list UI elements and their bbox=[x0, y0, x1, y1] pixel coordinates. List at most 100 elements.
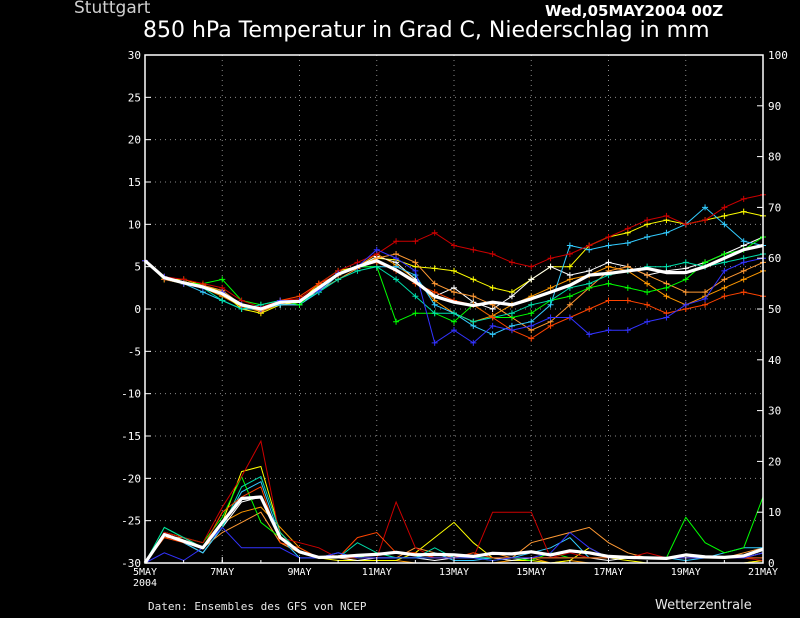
temperature-point bbox=[431, 339, 438, 346]
temperature-point bbox=[605, 280, 612, 287]
temperature-point bbox=[644, 318, 651, 325]
brand-label: Wetterzentrale bbox=[655, 598, 752, 613]
temperature-point bbox=[412, 293, 419, 300]
temperature-point bbox=[586, 267, 593, 274]
temperature-point bbox=[721, 276, 728, 283]
temperature-point bbox=[586, 331, 593, 338]
temperature-point bbox=[508, 259, 515, 266]
temperature-point bbox=[663, 229, 670, 236]
temperature-point bbox=[451, 267, 457, 274]
temperature-point bbox=[586, 306, 593, 312]
temperature-point bbox=[663, 314, 670, 321]
temperature-point bbox=[566, 314, 573, 321]
left-tick-label: 10 bbox=[128, 218, 141, 231]
temperature-point bbox=[451, 242, 457, 249]
temperature-point bbox=[624, 284, 631, 291]
temperature-point bbox=[315, 280, 322, 287]
temperature-point bbox=[740, 289, 747, 296]
right-tick-label: 0 bbox=[768, 557, 775, 570]
temperature-point bbox=[412, 238, 419, 245]
temperature-point bbox=[702, 204, 709, 211]
temperature-point bbox=[451, 327, 457, 334]
bottom-axis: 5MAY2004 7MAY 9MAY 11MAY 13MAY 15MAY 17MAY 19MA… bbox=[133, 557, 778, 589]
right-tick-label: 60 bbox=[768, 252, 781, 265]
bottom-tick-label: 15MAY bbox=[516, 567, 546, 578]
temperature-point bbox=[373, 246, 380, 253]
temperature-point bbox=[219, 276, 226, 283]
temperature-point bbox=[470, 318, 477, 325]
temperature-point bbox=[721, 250, 728, 257]
temperature-point bbox=[721, 267, 728, 274]
temperature-point bbox=[682, 265, 689, 272]
temperature-point bbox=[644, 217, 651, 224]
temperature-point bbox=[682, 276, 689, 283]
bottom-tick-label-year: 2004 bbox=[133, 578, 157, 589]
temperature-point bbox=[528, 301, 535, 308]
temperature-point bbox=[721, 221, 728, 228]
temperature-point bbox=[508, 310, 515, 317]
temperature-point bbox=[644, 234, 651, 241]
bottom-tick-label: 21MAY bbox=[748, 567, 778, 578]
temperature-point bbox=[508, 293, 515, 300]
temperature-point bbox=[489, 331, 496, 338]
temperature-point bbox=[547, 284, 554, 291]
left-tick-label: -5 bbox=[128, 345, 141, 358]
temperature-point bbox=[566, 242, 573, 249]
temperature-point bbox=[393, 255, 400, 262]
temperature-point bbox=[721, 293, 728, 300]
temperature-point bbox=[489, 284, 496, 291]
right-tick-label: 10 bbox=[768, 506, 781, 519]
temperature-point bbox=[489, 322, 496, 329]
temperature-point bbox=[663, 284, 670, 291]
temperature-point bbox=[431, 289, 438, 296]
temperature-point bbox=[702, 217, 709, 224]
temperature-point bbox=[528, 322, 535, 329]
temperature-point bbox=[547, 322, 554, 329]
left-tick-label: 30 bbox=[128, 49, 141, 62]
temperature-point bbox=[586, 242, 593, 249]
precipitation-series-group bbox=[143, 439, 764, 564]
left-tick-label: -20 bbox=[121, 472, 141, 485]
right-tick-label: 100 bbox=[768, 49, 788, 62]
temperature-point bbox=[605, 234, 612, 241]
temperature-point bbox=[566, 263, 573, 270]
temperature-point bbox=[393, 276, 400, 283]
temperature-point bbox=[740, 208, 747, 215]
temperature-point bbox=[566, 301, 573, 308]
bottom-tick-label: 11MAY bbox=[362, 567, 392, 578]
temperature-line-ensemble-mean bbox=[143, 243, 764, 311]
left-tick-label: 25 bbox=[128, 91, 141, 104]
temperature-point bbox=[624, 327, 631, 334]
temperature-point bbox=[702, 289, 709, 296]
left-tick-label: 5 bbox=[134, 261, 141, 274]
right-tick-label: 40 bbox=[768, 354, 781, 367]
temperature-point bbox=[528, 310, 535, 317]
temperature-point bbox=[624, 297, 631, 304]
left-tick-label: -15 bbox=[121, 430, 141, 443]
temperature-point bbox=[721, 212, 728, 219]
right-tick-label: 70 bbox=[768, 201, 781, 214]
temperature-point bbox=[624, 239, 631, 246]
temperature-point bbox=[644, 289, 651, 296]
temperature-point bbox=[566, 293, 573, 300]
temperature-point bbox=[470, 293, 477, 300]
temperature-point bbox=[624, 225, 631, 232]
forecast-date: Wed,05MAY2004 00Z bbox=[545, 2, 724, 20]
temperature-point bbox=[470, 276, 477, 283]
temperature-point bbox=[721, 284, 728, 291]
bottom-tick-label: 7MAY bbox=[210, 567, 234, 578]
left-tick-label: -25 bbox=[121, 515, 141, 528]
temperature-point bbox=[566, 272, 573, 279]
temperature-point bbox=[470, 339, 477, 346]
temperature-point bbox=[451, 318, 457, 325]
temperature-point bbox=[605, 297, 612, 304]
temperature-point bbox=[431, 280, 438, 287]
temperature-point bbox=[740, 259, 747, 266]
left-axis: 30 25 20 15 10 5 0 -5 -10 -15 -20 -25 -30 bbox=[121, 49, 151, 570]
bottom-tick-label: 17MAY bbox=[593, 567, 623, 578]
temperature-point bbox=[740, 195, 747, 202]
temperature-point bbox=[528, 335, 535, 342]
bottom-tick-label: 13MAY bbox=[439, 567, 469, 578]
